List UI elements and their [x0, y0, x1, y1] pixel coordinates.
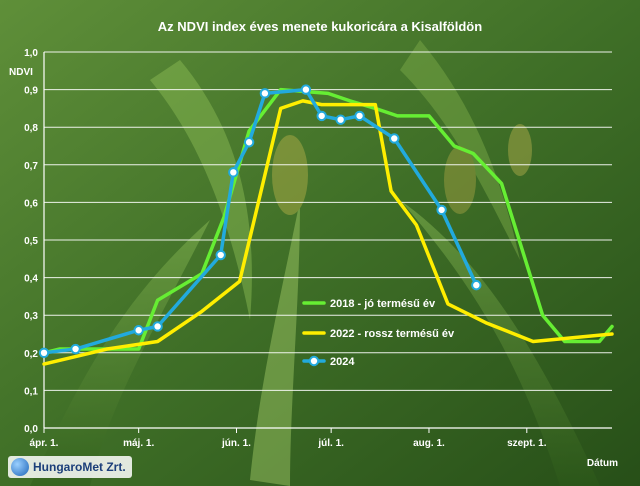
series-point: [389, 133, 400, 144]
series-point: [259, 88, 271, 99]
series-point: [228, 167, 239, 178]
legend-label: 2018 - jó termésű év: [330, 298, 436, 310]
series-point: [300, 84, 312, 95]
series-point: [70, 343, 81, 355]
y-axis-title: NDVI: [9, 67, 33, 78]
series-point: [152, 321, 163, 332]
x-tick-label: aug. 1.: [413, 438, 445, 449]
legend-label: 2022 - rossz termésű év: [330, 328, 455, 340]
series-point: [215, 249, 226, 261]
chart-title: Az NDVI index éves menete kukoricára a K…: [158, 19, 482, 34]
y-tick-label: 0,6: [24, 198, 38, 209]
y-tick-label: 0,9: [24, 86, 38, 97]
x-axis-title: Dátum: [587, 458, 618, 469]
y-tick-label: 0,0: [24, 424, 38, 435]
series-point: [335, 114, 346, 125]
y-tick-label: 0,1: [24, 386, 38, 397]
legend-marker: [308, 355, 320, 367]
y-tick-label: 1,0: [24, 48, 38, 59]
y-tick-label: 0,8: [24, 123, 38, 134]
x-tick-label: júl. 1.: [317, 438, 344, 449]
series-point: [38, 347, 50, 358]
x-tick-label: ápr. 1.: [30, 438, 59, 449]
logo-text: HungaroMet Zrt.: [33, 460, 126, 474]
y-tick-label: 0,5: [24, 236, 38, 247]
series-point: [354, 110, 365, 122]
series-point: [436, 204, 447, 216]
y-tick-label: 0,4: [24, 274, 38, 285]
x-tick-label: máj. 1.: [123, 438, 154, 449]
x-tick-label: szept. 1.: [507, 438, 547, 449]
series-point: [471, 279, 482, 291]
globe-icon: [11, 458, 29, 476]
hungaromet-logo: HungaroMet Zrt.: [8, 456, 132, 478]
y-tick-label: 0,7: [24, 161, 38, 172]
y-tick-label: 0,3: [24, 311, 38, 322]
series-point: [133, 325, 144, 336]
y-tick-label: 0,2: [24, 349, 38, 360]
x-tick-label: jún. 1.: [221, 438, 251, 449]
series-point: [316, 110, 327, 122]
series-point: [243, 137, 255, 148]
legend-label: 2024: [330, 356, 355, 368]
